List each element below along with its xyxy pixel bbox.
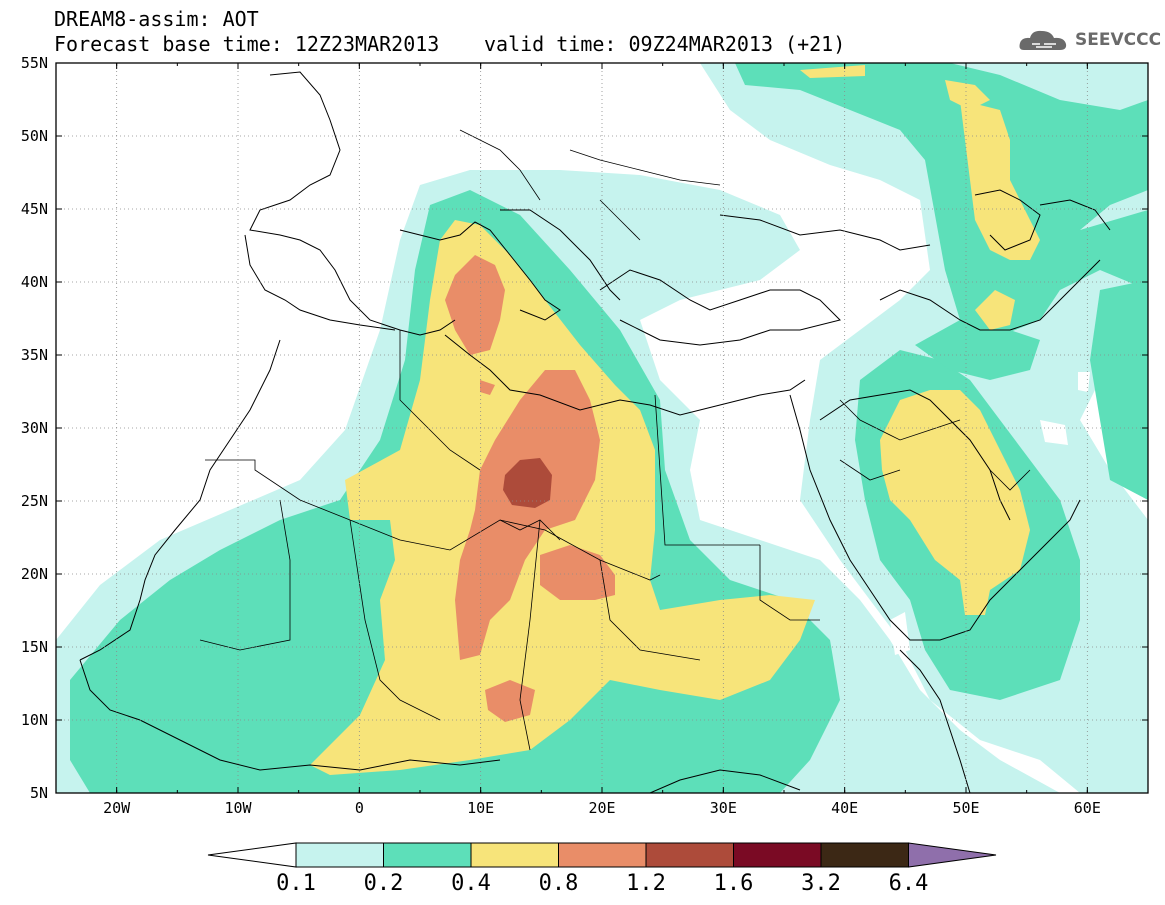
- aot-band-1.2: [503, 458, 552, 508]
- colorbar-label: 0.8: [538, 871, 579, 896]
- lat-label: 40N: [20, 273, 48, 291]
- colorbar-segment: [733, 842, 822, 868]
- colorbar-label: 0.4: [451, 871, 491, 896]
- lon-label: 40E: [831, 799, 859, 817]
- colorbar-segment: [558, 842, 647, 868]
- cloud-logo-icon: [1019, 30, 1067, 50]
- valid-time: valid time: 09Z24MAR2013 (+21): [484, 32, 846, 56]
- lat-label: 10N: [20, 711, 48, 729]
- colorbar-label: 1.6: [713, 871, 754, 896]
- lon-label: 0: [354, 799, 364, 817]
- lat-label: 50N: [20, 127, 48, 145]
- country-borders: [199, 129, 1031, 751]
- lon-label: 50E: [952, 799, 980, 817]
- lon-label: 10E: [467, 799, 495, 817]
- colorbar-segment: [645, 842, 734, 868]
- lat-label: 20N: [20, 565, 48, 583]
- lon-label: 10W: [224, 799, 252, 817]
- coastlines: [79, 71, 1111, 793]
- lat-label: 55N: [20, 54, 48, 72]
- axis-ticks: [55, 62, 1149, 794]
- colorbar-label: 1.2: [626, 871, 666, 896]
- colorbar: [207, 842, 997, 868]
- lat-label: 35N: [20, 346, 48, 364]
- colorbar-segment: [295, 842, 384, 868]
- lat-label: 15N: [20, 638, 48, 656]
- lon-label: 60E: [1073, 799, 1101, 817]
- colorbar-segment: [820, 842, 909, 868]
- title-line-1: DREAM8-assim: AOT: [54, 7, 259, 31]
- lat-label: 45N: [20, 200, 48, 218]
- logo-text: SEEVCCC: [1075, 30, 1162, 50]
- lon-label: 20E: [588, 799, 616, 817]
- colorbar-max-arrow: [908, 842, 997, 868]
- lon-label: 30E: [709, 799, 737, 817]
- colorbar-segment: [383, 842, 472, 868]
- colorbar-label: 0.2: [363, 871, 404, 896]
- colorbar-segment: [470, 842, 559, 868]
- colorbar-label: 0.1: [276, 871, 316, 896]
- lat-label: 25N: [20, 492, 48, 510]
- colorbar-label: 3.2: [801, 871, 841, 896]
- colorbar-label: 6.4: [888, 871, 929, 896]
- gridlines: [56, 63, 1148, 793]
- lat-label: 30N: [20, 419, 48, 437]
- colorbar-min-arrow: [207, 842, 297, 868]
- forecast-base-time: Forecast base time: 12Z23MAR2013: [54, 32, 440, 56]
- lon-label: 20W: [103, 799, 131, 817]
- lat-label: 5N: [29, 784, 48, 802]
